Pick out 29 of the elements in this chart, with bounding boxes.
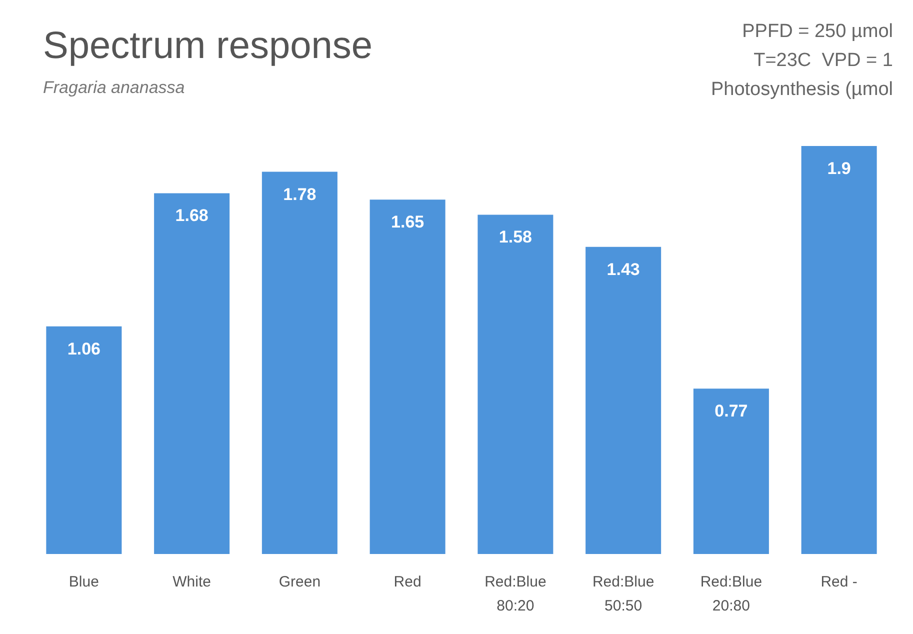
bar	[801, 146, 877, 554]
bar	[46, 326, 122, 554]
bar	[154, 193, 230, 554]
data-label: 0.77	[714, 402, 748, 421]
x-tick-label: Red:Blue 80:20	[484, 574, 546, 614]
text: Photosynthesis (µmol	[710, 79, 893, 100]
data-label: 1.43	[606, 260, 640, 279]
x-tick-label: Blue	[68, 574, 99, 590]
data-label: 1.06	[67, 339, 100, 358]
chart-title: Spectrum response	[43, 25, 372, 67]
bar	[370, 200, 446, 554]
x-tick-label: Green	[278, 574, 321, 590]
x-tick-label: Red	[394, 574, 422, 590]
x-tick-label: Red:Blue 50:50	[592, 574, 654, 614]
data-label: 1.58	[498, 228, 532, 247]
chart-subtitle: Fragaria ananassa	[43, 78, 185, 97]
data-label: 1.78	[283, 184, 316, 204]
data-label: 1.65	[391, 212, 424, 232]
data-label: 1.9	[827, 159, 851, 178]
bar	[262, 172, 338, 554]
text: PPFD = 250 µmol	[742, 21, 893, 42]
bar	[693, 388, 769, 554]
text: T=23C VPD = 1	[754, 50, 893, 71]
x-tick-label: Red -	[820, 574, 858, 590]
x-tick-label: Red:Blue 20:80	[700, 574, 762, 614]
data-label: 1.68	[175, 206, 208, 226]
bar	[478, 214, 554, 554]
bar	[586, 246, 662, 554]
x-tick-label: White	[172, 574, 211, 590]
